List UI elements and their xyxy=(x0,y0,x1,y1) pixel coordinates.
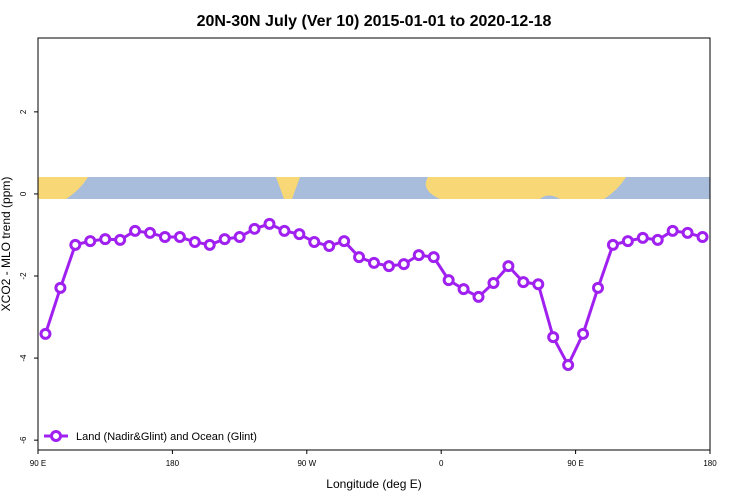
legend-label: Land (Nadir&Glint) and Ocean (Glint) xyxy=(76,431,257,443)
data-point xyxy=(547,331,560,344)
data-point xyxy=(353,251,366,264)
data-point xyxy=(532,278,545,291)
x-tick-label: 90 E xyxy=(567,459,583,468)
data-point xyxy=(412,249,425,262)
legend-marker xyxy=(50,430,62,442)
data-point xyxy=(696,231,709,244)
y-tick-label: -4 xyxy=(19,354,28,362)
x-tick-label: 180 xyxy=(703,459,717,468)
data-point xyxy=(54,281,67,294)
data-point xyxy=(651,233,664,246)
data-point xyxy=(427,251,440,264)
data-point xyxy=(173,231,186,244)
data-point xyxy=(487,276,500,289)
data-point xyxy=(562,359,575,372)
data-point xyxy=(308,235,321,248)
data-point xyxy=(517,276,530,289)
data-point xyxy=(382,260,395,273)
data-point xyxy=(502,260,515,273)
data-point xyxy=(99,233,112,246)
data-point xyxy=(69,238,82,251)
plot-frame xyxy=(37,37,711,451)
y-tick-label: -6 xyxy=(19,436,28,444)
data-point xyxy=(621,235,634,248)
data-point xyxy=(323,240,336,253)
data-point xyxy=(442,274,455,287)
data-point xyxy=(472,290,485,303)
x-tick-label: 90 W xyxy=(297,459,316,468)
data-point xyxy=(144,226,156,239)
data-point xyxy=(263,217,276,230)
data-point xyxy=(666,224,679,237)
data-point xyxy=(278,224,291,237)
y-tick-label: 2 xyxy=(19,109,28,114)
x-tick-label: 180 xyxy=(166,459,180,468)
map-strip xyxy=(38,177,710,199)
data-point xyxy=(368,256,380,269)
series-line xyxy=(44,222,703,369)
x-tick-label: 0 xyxy=(439,459,444,468)
data-point xyxy=(577,327,590,340)
data-point xyxy=(203,238,216,251)
data-point xyxy=(114,233,127,246)
data-point xyxy=(39,327,52,340)
data-point xyxy=(636,231,649,244)
data-point xyxy=(188,235,201,248)
x-tick-label: 90 E xyxy=(30,459,46,468)
data-point xyxy=(397,258,410,271)
y-tick-label: 0 xyxy=(19,191,28,196)
data-point xyxy=(233,231,246,244)
data-point xyxy=(606,238,619,251)
data-point xyxy=(338,235,351,248)
data-point xyxy=(681,226,694,239)
data-point xyxy=(84,235,97,248)
data-point xyxy=(158,231,171,244)
chart-title: 20N-30N July (Ver 10) 2015-01-01 to 2020… xyxy=(197,13,552,30)
data-point xyxy=(218,233,231,246)
data-point xyxy=(293,228,306,241)
data-point xyxy=(457,283,470,296)
data-point xyxy=(248,222,261,235)
y-tick-label: -2 xyxy=(19,272,28,280)
y-axis-label: XCO2 - MLO trend (ppm) xyxy=(0,177,13,312)
x-axis-label: Longitude (deg E) xyxy=(326,477,421,491)
legend: Land (Nadir&Glint) and Ocean (Glint) xyxy=(44,430,257,443)
data-point xyxy=(129,224,142,237)
data-point xyxy=(592,281,604,294)
